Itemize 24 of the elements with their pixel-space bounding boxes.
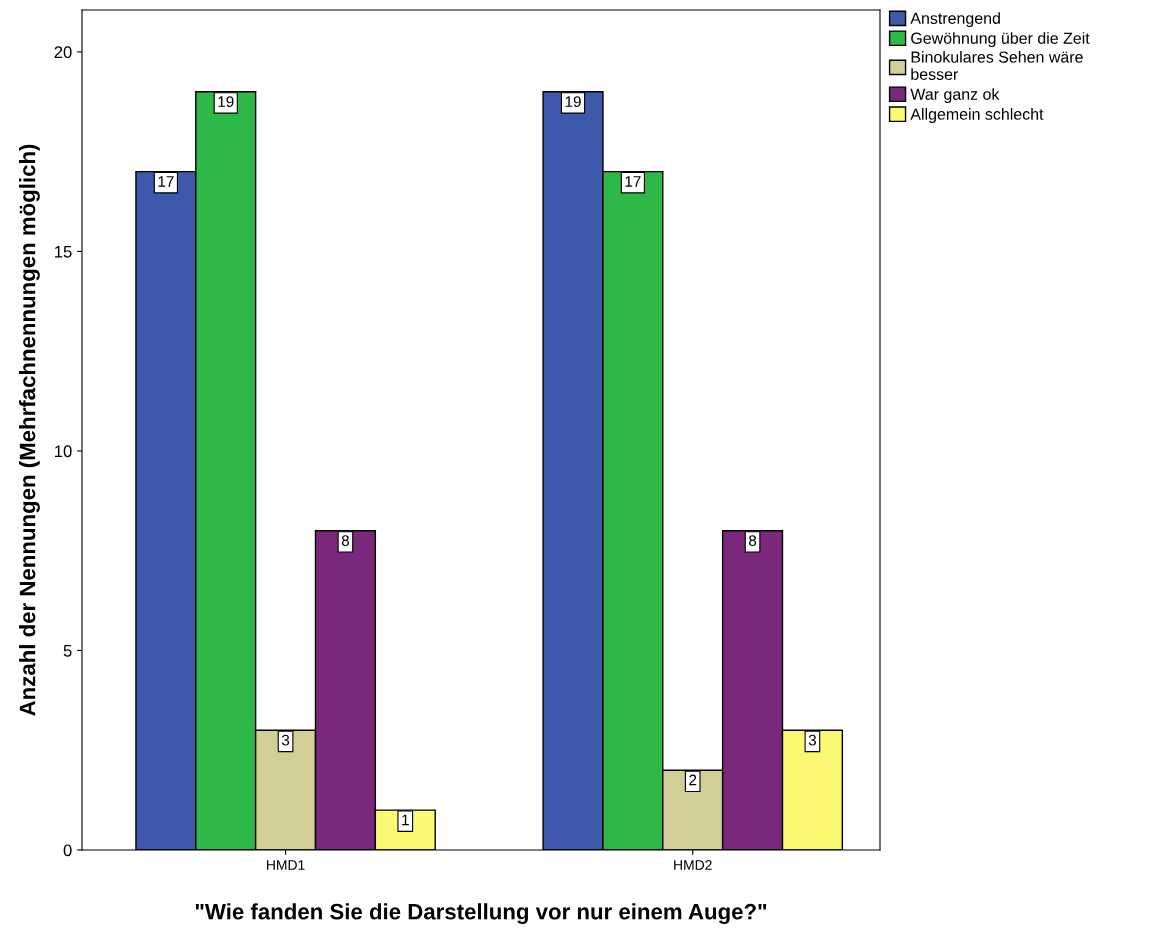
data-label: 17 (625, 176, 641, 187)
y-tick-label: 5 (63, 645, 72, 657)
legend-label: Gewöhnung über die Zeit (911, 32, 1090, 48)
data-label: 17 (158, 176, 174, 187)
data-label: 3 (281, 734, 290, 746)
data-label: 1 (402, 814, 409, 826)
data-label: 8 (748, 535, 757, 546)
y-tick-label: 20 (54, 46, 72, 59)
legend-label: Binokulares Sehen wäre besser (911, 51, 1083, 80)
data-label: 2 (689, 774, 697, 786)
y-axis-title: Anzahl der Nennungen (Mehrfachnennungen möglich) (19, 144, 40, 716)
y-tick-label: 15 (55, 246, 72, 258)
x-tick-label: HMD2 (674, 860, 712, 870)
legend-label: Anstrengend (910, 12, 1000, 28)
data-label: 8 (341, 535, 350, 546)
y-tick-label: 10 (55, 445, 72, 458)
x-axis-title: "Wie fanden Sie die Darstellung vor nur einem Auge?" (195, 903, 767, 925)
y-tick-label: 0 (63, 844, 72, 857)
data-label: 19 (565, 96, 581, 108)
data-label: 19 (218, 96, 234, 108)
legend-label: War ganz ok (910, 88, 1000, 104)
data-label: 3 (808, 734, 816, 746)
legend-label: Allgemein schlecht (910, 108, 1044, 123)
x-tick-label: HMD1 (267, 860, 305, 870)
